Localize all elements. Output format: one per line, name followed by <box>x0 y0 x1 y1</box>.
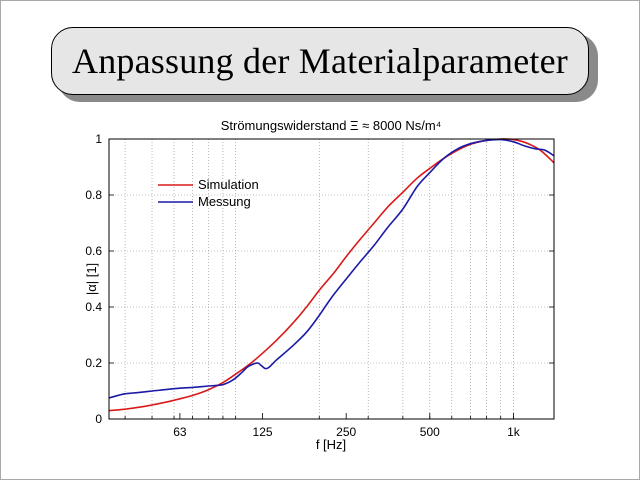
series-layer <box>108 138 555 412</box>
y-tick-label: 0.8 <box>85 188 102 202</box>
legend-label-messung: Messung <box>198 194 251 209</box>
x-tick-label: 250 <box>336 425 356 439</box>
slide-title: Anpassung der Materialparameter <box>72 41 568 81</box>
x-tick-label: 1k <box>507 425 521 439</box>
x-tick-label: 500 <box>420 425 440 439</box>
legend: Simulation Messung <box>158 177 259 209</box>
y-tick-label: 0.6 <box>85 244 102 258</box>
x-axis-label: f [Hz] <box>316 437 346 452</box>
grid <box>109 139 554 419</box>
y-tick-label: 0.2 <box>85 356 102 370</box>
ticks: 0 0.2 0.4 0.6 0.8 1 63 125 250 500 1k <box>85 132 554 439</box>
x-tick-label: 63 <box>173 425 187 439</box>
legend-label-simulation: Simulation <box>198 177 259 192</box>
chart-title: Strömungswiderstand Ξ ≈ 8000 Ns/m⁴ <box>221 118 442 133</box>
y-axis-label: |α| [1] <box>84 263 99 295</box>
series-line-simulation <box>108 138 555 412</box>
axes-box <box>108 138 555 420</box>
x-tick-label: 125 <box>253 425 273 439</box>
series-line-messung <box>108 138 555 399</box>
title-box: Anpassung der Materialparameter <box>51 27 589 95</box>
y-tick-label: 0 <box>95 412 102 426</box>
y-tick-label: 1 <box>95 132 102 146</box>
y-tick-label: 0.4 <box>85 300 102 314</box>
